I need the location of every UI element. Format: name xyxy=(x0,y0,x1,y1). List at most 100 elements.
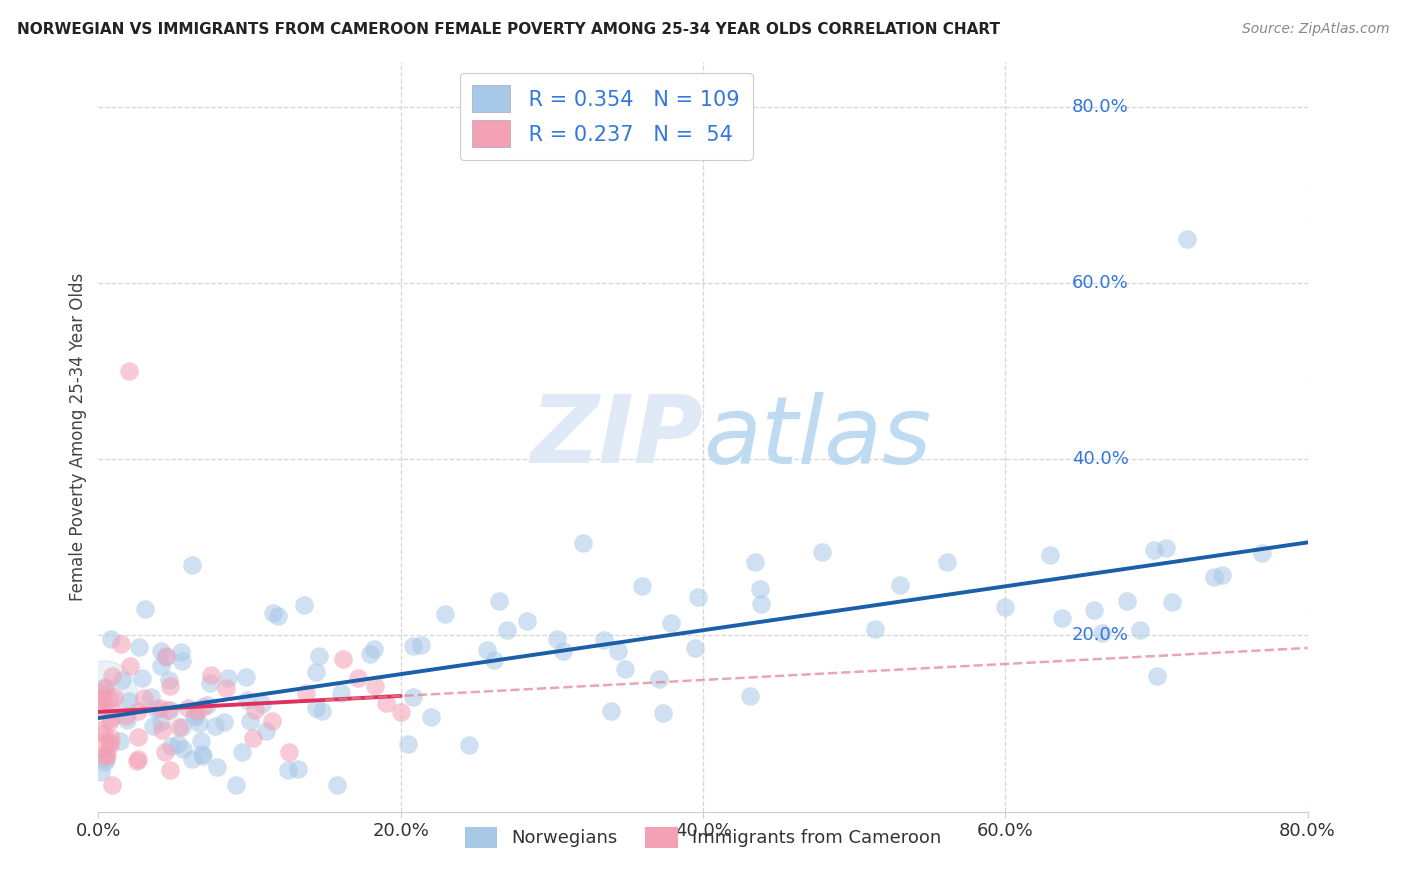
Point xyxy=(139,690,162,705)
Point xyxy=(546,632,568,647)
Point xyxy=(1202,570,1225,584)
Point xyxy=(889,578,911,592)
Point xyxy=(516,614,538,628)
Point xyxy=(308,648,330,663)
Point xyxy=(1083,603,1105,617)
Point xyxy=(305,701,328,715)
Point xyxy=(153,745,176,759)
Point xyxy=(191,700,214,714)
Point xyxy=(305,665,328,680)
Point xyxy=(142,719,165,733)
Point xyxy=(571,536,593,550)
Point xyxy=(115,713,138,727)
Point xyxy=(217,671,239,685)
Point xyxy=(93,748,115,763)
Point xyxy=(191,748,214,763)
Point xyxy=(863,623,886,637)
Point xyxy=(1129,623,1152,637)
Point xyxy=(134,601,156,615)
Point xyxy=(101,703,124,717)
Point xyxy=(91,692,114,706)
Point xyxy=(172,741,194,756)
Point xyxy=(256,723,278,738)
Point xyxy=(278,745,301,759)
Point xyxy=(159,703,181,717)
Point xyxy=(245,703,267,717)
Point xyxy=(411,638,433,652)
Point xyxy=(145,701,167,715)
Point xyxy=(98,734,121,748)
Point xyxy=(236,693,259,707)
Point xyxy=(235,670,257,684)
Point xyxy=(205,760,228,774)
Point xyxy=(132,691,155,706)
Point xyxy=(110,637,132,651)
Point xyxy=(214,715,236,730)
Point xyxy=(326,778,349,792)
Point xyxy=(183,708,205,723)
Point xyxy=(204,719,226,733)
Point xyxy=(398,737,420,751)
Point xyxy=(96,746,118,760)
Point xyxy=(295,686,318,700)
Point xyxy=(157,673,180,688)
Point xyxy=(433,607,456,621)
Point xyxy=(159,679,181,693)
Point xyxy=(98,714,121,728)
Point xyxy=(374,696,396,710)
Point xyxy=(631,579,654,593)
Point xyxy=(738,689,761,703)
Point xyxy=(103,690,125,704)
Point xyxy=(389,705,412,719)
Point xyxy=(239,714,262,728)
Point xyxy=(606,644,628,658)
Point xyxy=(150,714,173,729)
Point xyxy=(93,727,115,741)
Point xyxy=(176,701,198,715)
Point xyxy=(292,599,315,613)
Point xyxy=(359,647,381,661)
Point xyxy=(93,680,115,694)
Text: ZIP: ZIP xyxy=(530,391,703,483)
Point xyxy=(100,738,122,752)
Point xyxy=(167,720,190,734)
Text: NORWEGIAN VS IMMIGRANTS FROM CAMEROON FEMALE POVERTY AMONG 25-34 YEAR OLDS CORRE: NORWEGIAN VS IMMIGRANTS FROM CAMEROON FE… xyxy=(17,22,1000,37)
Point xyxy=(420,710,443,724)
Point xyxy=(311,704,333,718)
Point xyxy=(190,747,212,761)
Point xyxy=(187,715,209,730)
Point xyxy=(111,673,134,687)
Point xyxy=(688,590,710,604)
Point xyxy=(402,639,425,653)
Point xyxy=(250,698,273,712)
Point xyxy=(652,706,675,720)
Point xyxy=(100,632,122,646)
Point xyxy=(118,658,141,673)
Point xyxy=(363,642,385,657)
Text: 80.0%: 80.0% xyxy=(1071,97,1129,116)
Point xyxy=(127,730,149,744)
Point xyxy=(159,763,181,777)
Point xyxy=(749,597,772,611)
Point xyxy=(198,675,221,690)
Point xyxy=(1050,611,1073,625)
Point xyxy=(89,723,111,737)
Point xyxy=(91,702,114,716)
Point xyxy=(744,555,766,569)
Point xyxy=(475,643,498,657)
Point xyxy=(749,582,772,596)
Point xyxy=(128,640,150,654)
Point xyxy=(156,703,179,717)
Point xyxy=(648,673,671,687)
Point xyxy=(181,558,204,572)
Point xyxy=(1115,594,1137,608)
Point xyxy=(332,652,354,666)
Point xyxy=(488,594,510,608)
Point xyxy=(150,723,173,738)
Point xyxy=(262,607,284,621)
Point xyxy=(115,708,138,723)
Point xyxy=(127,752,149,766)
Point xyxy=(1211,568,1233,582)
Point xyxy=(101,778,124,792)
Point xyxy=(118,364,141,378)
